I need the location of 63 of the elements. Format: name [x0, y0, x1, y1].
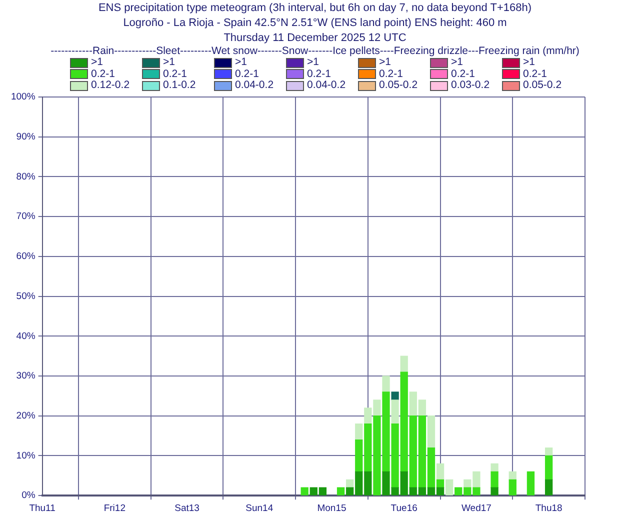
legend-label: 0.05-0.2 [379, 79, 418, 92]
y-tick-label: 60% [16, 251, 36, 262]
legend-label: 0.04-0.2 [235, 79, 274, 92]
bar [391, 392, 399, 400]
x-tick-label: Sat13 [174, 502, 200, 514]
legend-label: 0.2-1 [523, 68, 547, 80]
legend-label: 0.2-1 [235, 68, 259, 80]
chart-title: ENS precipitation type meteogram (3h interval, but 6h on day 7, no data beyond T+168h) [97, 1, 533, 16]
y-tick-label: 30% [16, 370, 36, 382]
x-tick-label: Thu11 [29, 502, 56, 514]
legend-label: 0.03-0.2 [451, 79, 490, 92]
legend-label: >1 [163, 56, 175, 68]
legend-label: 0.05-0.2 [523, 79, 562, 92]
y-tick-label: 20% [16, 410, 36, 422]
bar [544, 479, 553, 496]
y-tick-label: 70% [16, 211, 36, 222]
bar [355, 424, 363, 440]
y-tick-label: 50% [16, 290, 36, 302]
x-tick-label: Sun14 [246, 502, 274, 514]
legend-label: >1 [451, 56, 463, 68]
bar [490, 487, 498, 496]
legend-label: 0.04-0.2 [307, 79, 346, 92]
bar [526, 471, 535, 496]
x-tick-label: Wed17 [461, 502, 492, 514]
legend-label: >1 [91, 56, 103, 68]
y-tick-label: 100% [10, 92, 36, 103]
legend-label: >1 [235, 56, 247, 68]
legend-label: >1 [379, 56, 391, 68]
legend-label: 0.12-0.2 [91, 79, 130, 92]
y-tick-label: 40% [16, 330, 36, 342]
bar [391, 400, 399, 424]
y-tick-label: 10% [16, 450, 36, 462]
legend-label: 0.2-1 [163, 68, 187, 80]
x-tick-label: Thu18 [535, 502, 562, 514]
x-tick-label: Tue16 [390, 502, 418, 514]
bar [436, 463, 444, 480]
legend-label: 0.2-1 [307, 68, 331, 80]
legend-title: ------------Rain------------Sleet---------Wet snow-------Snow-------Ice pellets----Freezing drizzle---Freezing rain (mm/hr) [50, 45, 580, 57]
legend-label: 0.2-1 [91, 68, 115, 80]
legend-label: 0.1-0.2 [163, 79, 196, 92]
bar [544, 455, 553, 480]
legend-label: 0.2-1 [379, 68, 403, 80]
bar [445, 479, 454, 496]
bar [400, 356, 408, 372]
bar [544, 447, 553, 456]
legend-label: >1 [307, 56, 319, 68]
bar [490, 463, 498, 472]
legend-label: 0.2-1 [451, 68, 475, 80]
x-tick-label: Fri12 [104, 502, 126, 514]
bar [336, 487, 345, 496]
bar [508, 471, 516, 480]
y-tick-label: 0% [22, 490, 36, 502]
bar [346, 479, 354, 488]
y-tick-label: 80% [16, 171, 36, 182]
bar [508, 479, 516, 496]
y-tick-label: 90% [16, 131, 36, 142]
bar [427, 416, 436, 448]
bar [382, 376, 390, 392]
bar [300, 487, 308, 496]
legend-label: >1 [523, 56, 535, 68]
chart-subtitle: Logroño - La Rioja - Spain 42.5°N 2.51°W (ENS land point) ENS height: 460 m Thursday 11 December 2025 12 UTC [122, 16, 508, 46]
bar [490, 471, 498, 488]
x-tick-label: Mon15 [317, 502, 346, 514]
